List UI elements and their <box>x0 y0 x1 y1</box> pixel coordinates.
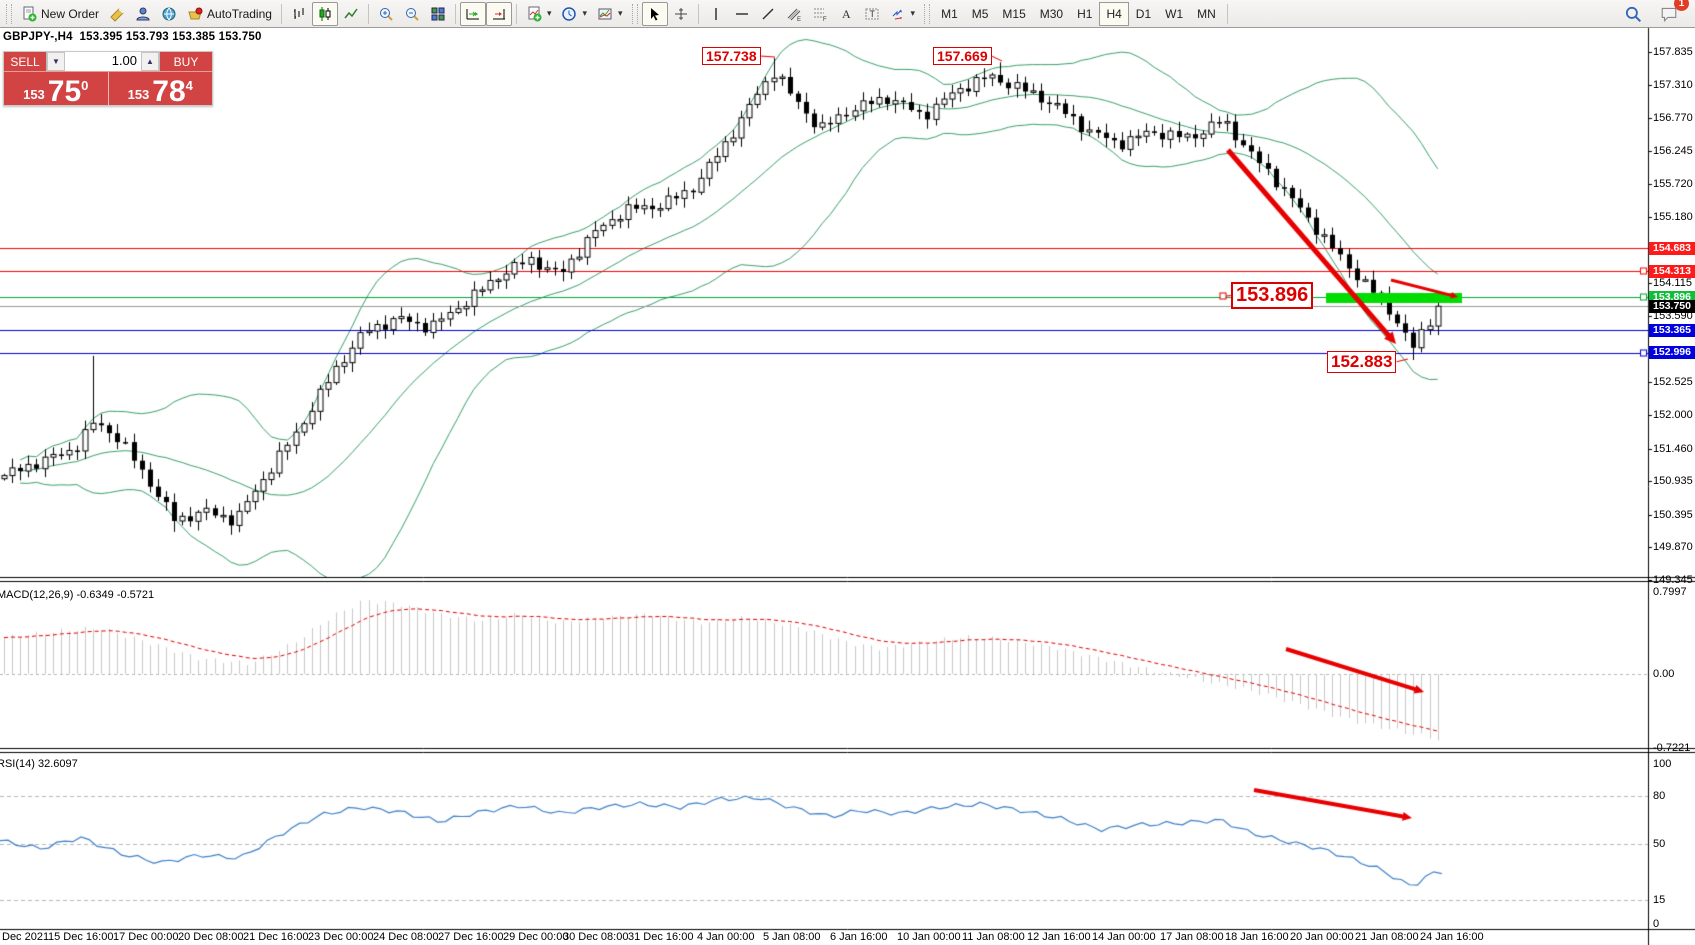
axis-tick-label: 15 <box>1653 894 1666 906</box>
time-axis-label: 27 Dec 16:00 <box>438 931 504 943</box>
price-label-152883[interactable]: 152.883 <box>1327 351 1397 373</box>
axis-tick-label: 0.00 <box>1653 668 1675 680</box>
time-axis-label: 12 Jan 16:00 <box>1027 931 1091 943</box>
time-axis-label: 10 Jan 00:00 <box>897 931 961 943</box>
axis-tick-label: 0 <box>1653 918 1660 930</box>
time-axis-label: 4 Jan 00:00 <box>697 931 755 943</box>
axis-tick-label: 0.7997 <box>1653 586 1687 598</box>
time-axis-label: 24 Jan 16:00 <box>1420 931 1484 943</box>
rsi-indicator-label: RSI(14) 32.6097 <box>0 758 78 770</box>
macd-indicator-label: MACD(12,26,9) -0.6349 -0.5721 <box>0 589 155 601</box>
axis-tick-label: 152.000 <box>1653 409 1693 421</box>
axis-tick-label: 50 <box>1653 838 1666 850</box>
time-axis-label: 6 Jan 16:00 <box>830 931 888 943</box>
axis-tick-label: 156.245 <box>1653 145 1693 157</box>
axis-tick-label: 156.770 <box>1653 112 1693 124</box>
axis-tick-label: 155.720 <box>1653 178 1693 190</box>
axis-tick-label: 149.345 <box>1653 574 1693 586</box>
axis-tick-label: 157.310 <box>1653 79 1693 91</box>
price-label-157669[interactable]: 157.669 <box>933 47 992 66</box>
axis-tick-label: 100 <box>1653 758 1672 770</box>
axis-tick-label: 152.525 <box>1653 376 1693 388</box>
time-axis-label: 14 Jan 00:00 <box>1092 931 1156 943</box>
volume-increase-button[interactable]: ▲ <box>141 52 159 71</box>
price-badge: 152.996 <box>1649 346 1695 359</box>
chart-symbol-title: GBPJPY-,H4 153.395 153.793 153.385 153.7… <box>3 31 262 43</box>
one-click-trading-panel: SELL ▼ 1.00 ▲ BUY 153 75 0 153 78 4 <box>3 51 213 106</box>
axis-tick-label: 150.395 <box>1653 509 1693 521</box>
price-badge: 154.683 <box>1649 242 1695 255</box>
time-axis-label: 5 Jan 08:00 <box>763 931 821 943</box>
time-axis-label: 18 Jan 16:00 <box>1225 931 1289 943</box>
symbol-quotes: 153.395 153.793 153.385 153.750 <box>79 31 262 43</box>
price-badge: 153.750 <box>1649 300 1695 313</box>
volume-input[interactable]: 1.00 <box>111 53 137 68</box>
axis-tick-label: 154.115 <box>1653 277 1692 289</box>
time-axis-label: 31 Dec 16:00 <box>628 931 694 943</box>
axis-tick-label: -0.7221 <box>1653 742 1691 754</box>
axis-tick-label: 80 <box>1653 790 1666 802</box>
time-axis-label: 11 Jan 08:00 <box>962 931 1025 943</box>
axis-tick-label: 155.180 <box>1653 211 1693 223</box>
axis-tick-label: 153.590 <box>1653 310 1693 322</box>
buy-price[interactable]: 153 78 4 <box>127 74 193 108</box>
price-badge: 153.365 <box>1649 324 1695 337</box>
price-label-153896[interactable]: 153.896 <box>1231 282 1314 309</box>
time-axis-label: Dec 2021 <box>2 931 50 943</box>
buy-button[interactable]: BUY <box>160 52 212 71</box>
price-label-157738[interactable]: 157.738 <box>702 47 761 66</box>
axis-tick-label: 150.935 <box>1653 475 1693 487</box>
sell-button[interactable]: SELL <box>4 52 46 71</box>
symbol-name: GBPJPY-,H4 <box>3 31 73 43</box>
time-axis-label: 21 Dec 16:00 <box>243 931 309 943</box>
time-axis-label: 20 Jan 00:00 <box>1290 931 1354 943</box>
axis-tick-label: 157.835 <box>1653 46 1693 58</box>
time-axis-label: 17 Dec 00:00 <box>113 931 179 943</box>
price-badge: 154.313 <box>1649 265 1695 278</box>
sell-price[interactable]: 153 75 0 <box>4 72 109 106</box>
time-axis-label: 24 Dec 08:00 <box>373 931 439 943</box>
axis-tick-label: 151.460 <box>1653 443 1693 455</box>
axis-tick-label: 149.870 <box>1653 541 1693 553</box>
time-axis-label: 20 Dec 08:00 <box>178 931 244 943</box>
time-axis-label: 30 Dec 08:00 <box>563 931 629 943</box>
time-axis-label: 21 Jan 08:00 <box>1355 931 1419 943</box>
volume-spinner: ▼ 1.00 ▲ <box>46 52 160 71</box>
volume-decrease-button[interactable]: ▼ <box>47 52 65 71</box>
time-axis-label: 15 Dec 16:00 <box>48 931 114 943</box>
time-axis-label: 17 Jan 08:00 <box>1160 931 1224 943</box>
time-axis-label: 29 Dec 00:00 <box>503 931 569 943</box>
time-axis-label: 23 Dec 00:00 <box>308 931 374 943</box>
